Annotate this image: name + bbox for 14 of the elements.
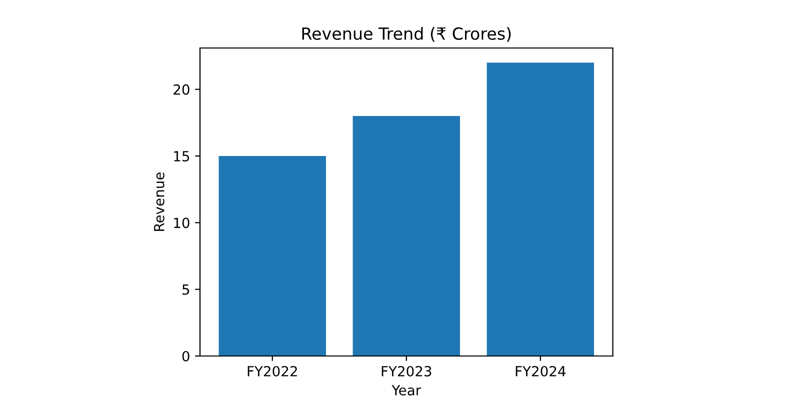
y-tick-label: 10: [174, 218, 190, 228]
x-tick-label: FY2023: [382, 366, 432, 376]
y-tick-label: 20: [174, 84, 190, 95]
bar: [486, 62, 594, 356]
x-tick-label: FY2024: [516, 366, 566, 376]
x-axis-title: Year: [392, 385, 422, 396]
bar: [218, 156, 326, 356]
y-tick-label: 0: [182, 350, 190, 362]
x-tick-label: FY2022: [248, 366, 297, 376]
bar: [352, 116, 460, 356]
y-tick-label: 5: [182, 284, 190, 295]
y-axis-title: Revenue: [154, 172, 164, 231]
y-tick-label: 15: [174, 151, 190, 162]
chart-title: Revenue Trend (₹ Crores): [302, 27, 511, 42]
